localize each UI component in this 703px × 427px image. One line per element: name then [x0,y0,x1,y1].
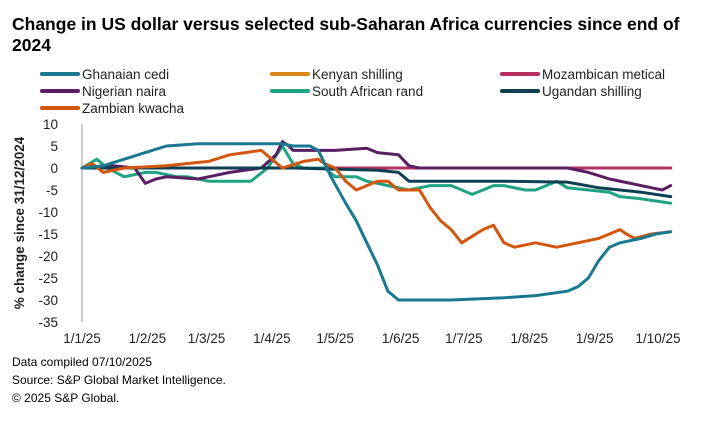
legend-swatch [40,106,80,110]
series-line-south-african-rand [80,144,673,205]
legend-label: Mozambican metical [542,66,666,82]
x-tick-label: 1/8/25 [511,331,549,346]
y-tick-label: 10 [43,117,58,132]
legend-item: Mozambican metical [500,66,665,82]
legend-swatch [270,89,310,93]
legend-label: Nigerian naira [82,83,167,99]
x-tick-label: 1/4/25 [253,331,291,346]
legend-swatch [40,89,80,93]
legend-item: Ghanaian cedi [40,66,169,82]
y-tick-label: -35 [38,315,58,330]
y-tick-label: -30 [38,293,58,308]
legend-label: Ghanaian cedi [82,66,170,82]
footer-source: Source: S&P Global Market Intelligence. [12,373,226,387]
footer-copyright: © 2025 S&P Global. [12,391,120,405]
y-tick-label: -15 [38,227,58,242]
series-line-ugandan-shilling [80,166,673,199]
legend-swatch [500,72,540,76]
y-tick-label: -20 [38,249,58,264]
chart-title: Change in US dollar versus selected sub-… [12,14,680,55]
y-tick-label: 5 [50,139,58,154]
x-tick-label: 1/10/25 [635,331,680,346]
series-line-nigerian-naira [80,140,673,192]
x-tick-label: 1/9/25 [576,331,614,346]
x-tick-label: 1/1/25 [63,331,101,346]
legend-item: Ugandan shilling [500,83,642,99]
y-axis-label: % change since 31/12/2024 [12,136,27,309]
y-tick-label: -25 [38,271,58,286]
y-tick-label: -10 [38,205,58,220]
x-tick-label: 1/3/25 [188,331,226,346]
legend-label: Kenyan shilling [312,66,403,82]
legend-label: Ugandan shilling [542,83,642,99]
legend-item: Nigerian naira [40,83,166,99]
legend-label: South African rand [312,83,424,99]
legend-item: South African rand [270,83,423,99]
x-tick-label: 1/2/25 [129,331,167,346]
y-tick-label: -5 [46,183,58,198]
legend-swatch [40,72,80,76]
legend-swatch [500,89,540,93]
x-tick-label: 1/7/25 [445,331,483,346]
series-line-zambian-kwacha [80,148,673,249]
x-tick-label: 1/5/25 [316,331,354,346]
legend-swatch [270,72,310,76]
legend-item: Kenyan shilling [270,66,403,82]
series-line-ghanaian-cedi [80,142,673,302]
legend-label: Zambian kwacha [82,100,185,116]
footer-compiled: Data compiled 07/10/2025 [12,355,153,369]
x-tick-label: 1/6/25 [382,331,420,346]
legend-item: Zambian kwacha [40,100,184,116]
y-tick-label: 0 [50,161,58,176]
